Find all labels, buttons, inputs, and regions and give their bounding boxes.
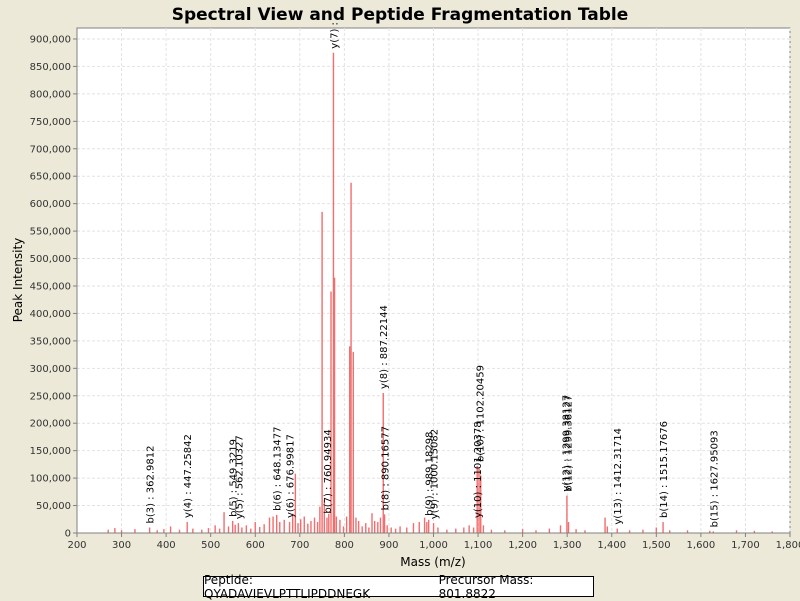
x-tick-label: 1,800 bbox=[776, 540, 800, 551]
x-tick-label: 1,000 bbox=[419, 540, 448, 551]
x-tick-label: 700 bbox=[290, 540, 309, 551]
peak-annotation: b(6) : 648.13477 bbox=[273, 427, 284, 511]
x-tick-label: 500 bbox=[201, 540, 220, 551]
peak-annotation: y(12) : 1299.38127 bbox=[562, 395, 573, 492]
peak-annotation: b(5) : 549.3219 bbox=[229, 439, 240, 517]
y-tick-label: 550,000 bbox=[30, 227, 71, 238]
x-tick-label: 400 bbox=[157, 540, 176, 551]
x-tick-label: 1,600 bbox=[687, 540, 716, 551]
x-tick-label: 1,300 bbox=[553, 540, 582, 551]
y-tick-label: 250,000 bbox=[30, 391, 71, 402]
y-tick-label: 900,000 bbox=[30, 34, 71, 45]
x-tick-label: 900 bbox=[379, 540, 398, 551]
y-tick-label: 150,000 bbox=[30, 446, 71, 457]
peak-annotation: b(14) : 1515.17676 bbox=[659, 421, 670, 518]
y-tick-label: 750,000 bbox=[30, 117, 71, 128]
x-axis-label: Mass (m/z) bbox=[400, 555, 465, 569]
peak-annotation: y(9) : 1000.15082 bbox=[430, 429, 441, 519]
x-tick-label: 600 bbox=[246, 540, 265, 551]
peak-annotation: b(12) : 1299.38127 bbox=[563, 395, 574, 492]
x-tick-label: 300 bbox=[112, 540, 131, 551]
peak-annotation: b(9) : 989.18298 bbox=[425, 431, 436, 515]
peak-series bbox=[107, 52, 773, 533]
y-tick-label: 450,000 bbox=[30, 281, 71, 292]
y-tick-label: 350,000 bbox=[30, 336, 71, 347]
peak-annotation: b(7) : 760.94934 bbox=[323, 429, 334, 513]
y-tick-label: 600,000 bbox=[30, 199, 71, 210]
peak-annotation: b(15) : 1627.95093 bbox=[709, 430, 720, 527]
y-tick-label: 300,000 bbox=[30, 364, 71, 375]
x-tick-label: 1,200 bbox=[508, 540, 537, 551]
peak-annotation: y(5) : 562.10327 bbox=[234, 435, 245, 519]
y-tick-label: 800,000 bbox=[30, 89, 71, 100]
x-tick-label: 200 bbox=[67, 540, 86, 551]
y-tick-label: 100,000 bbox=[30, 474, 71, 485]
peak-annotation: y(7) : bbox=[329, 22, 340, 49]
peak-annotation: y(4) : 447.25842 bbox=[183, 434, 194, 518]
x-tick-label: 1,100 bbox=[464, 540, 493, 551]
peak-annotation: y(10) : 1101.20378 bbox=[473, 421, 484, 518]
peak-annotation: b(8) : 890.16577 bbox=[381, 426, 392, 510]
peak-annotation: y(8) : 887.22144 bbox=[379, 305, 390, 389]
y-tick-label: 200,000 bbox=[30, 419, 71, 430]
y-axis-label: Peak Intensity bbox=[11, 238, 25, 323]
x-tick-label: 1,400 bbox=[597, 540, 626, 551]
y-tick-label: 500,000 bbox=[30, 254, 71, 265]
grid-lines bbox=[76, 28, 791, 533]
y-tick-label: 0 bbox=[65, 529, 71, 540]
precursor-mass: Precursor Mass: 801.8822 bbox=[438, 572, 534, 601]
y-tick-label: 850,000 bbox=[30, 62, 71, 73]
y-tick-label: 400,000 bbox=[30, 309, 71, 320]
peptide-sequence: Peptide: QYADAVIEVLPTTLIPDDNEGK bbox=[204, 572, 371, 601]
y-tick-label: 650,000 bbox=[30, 172, 71, 183]
x-tick-label: 1,500 bbox=[642, 540, 671, 551]
chart-title: Spectral View and Peptide Fragmentation … bbox=[172, 5, 629, 25]
x-tick-label: 800 bbox=[335, 540, 354, 551]
x-tick-label: 1,700 bbox=[731, 540, 760, 551]
peak-annotation: y(13) : 1412.31714 bbox=[613, 428, 624, 525]
peak-annotations: b(3) : 362.9812 y(4) : 447.25842 b(5) : 54… bbox=[146, 22, 721, 527]
peak-annotation: b(10) : 1102.20459 bbox=[476, 365, 487, 462]
peak-annotation: y(6) : 676.99817 bbox=[286, 434, 297, 518]
y-tick-label: 50,000 bbox=[36, 501, 71, 512]
peptide-info-box: Peptide: QYADAVIEVLPTTLIPDDNEGK Precurso… bbox=[203, 573, 594, 601]
peak-annotation: b(3) : 362.9812 bbox=[146, 446, 157, 524]
y-tick-label: 700,000 bbox=[30, 144, 71, 155]
axes: 200 300 400 500 600 700 800 900 1,000 1,100 1,200 1… bbox=[30, 28, 800, 551]
